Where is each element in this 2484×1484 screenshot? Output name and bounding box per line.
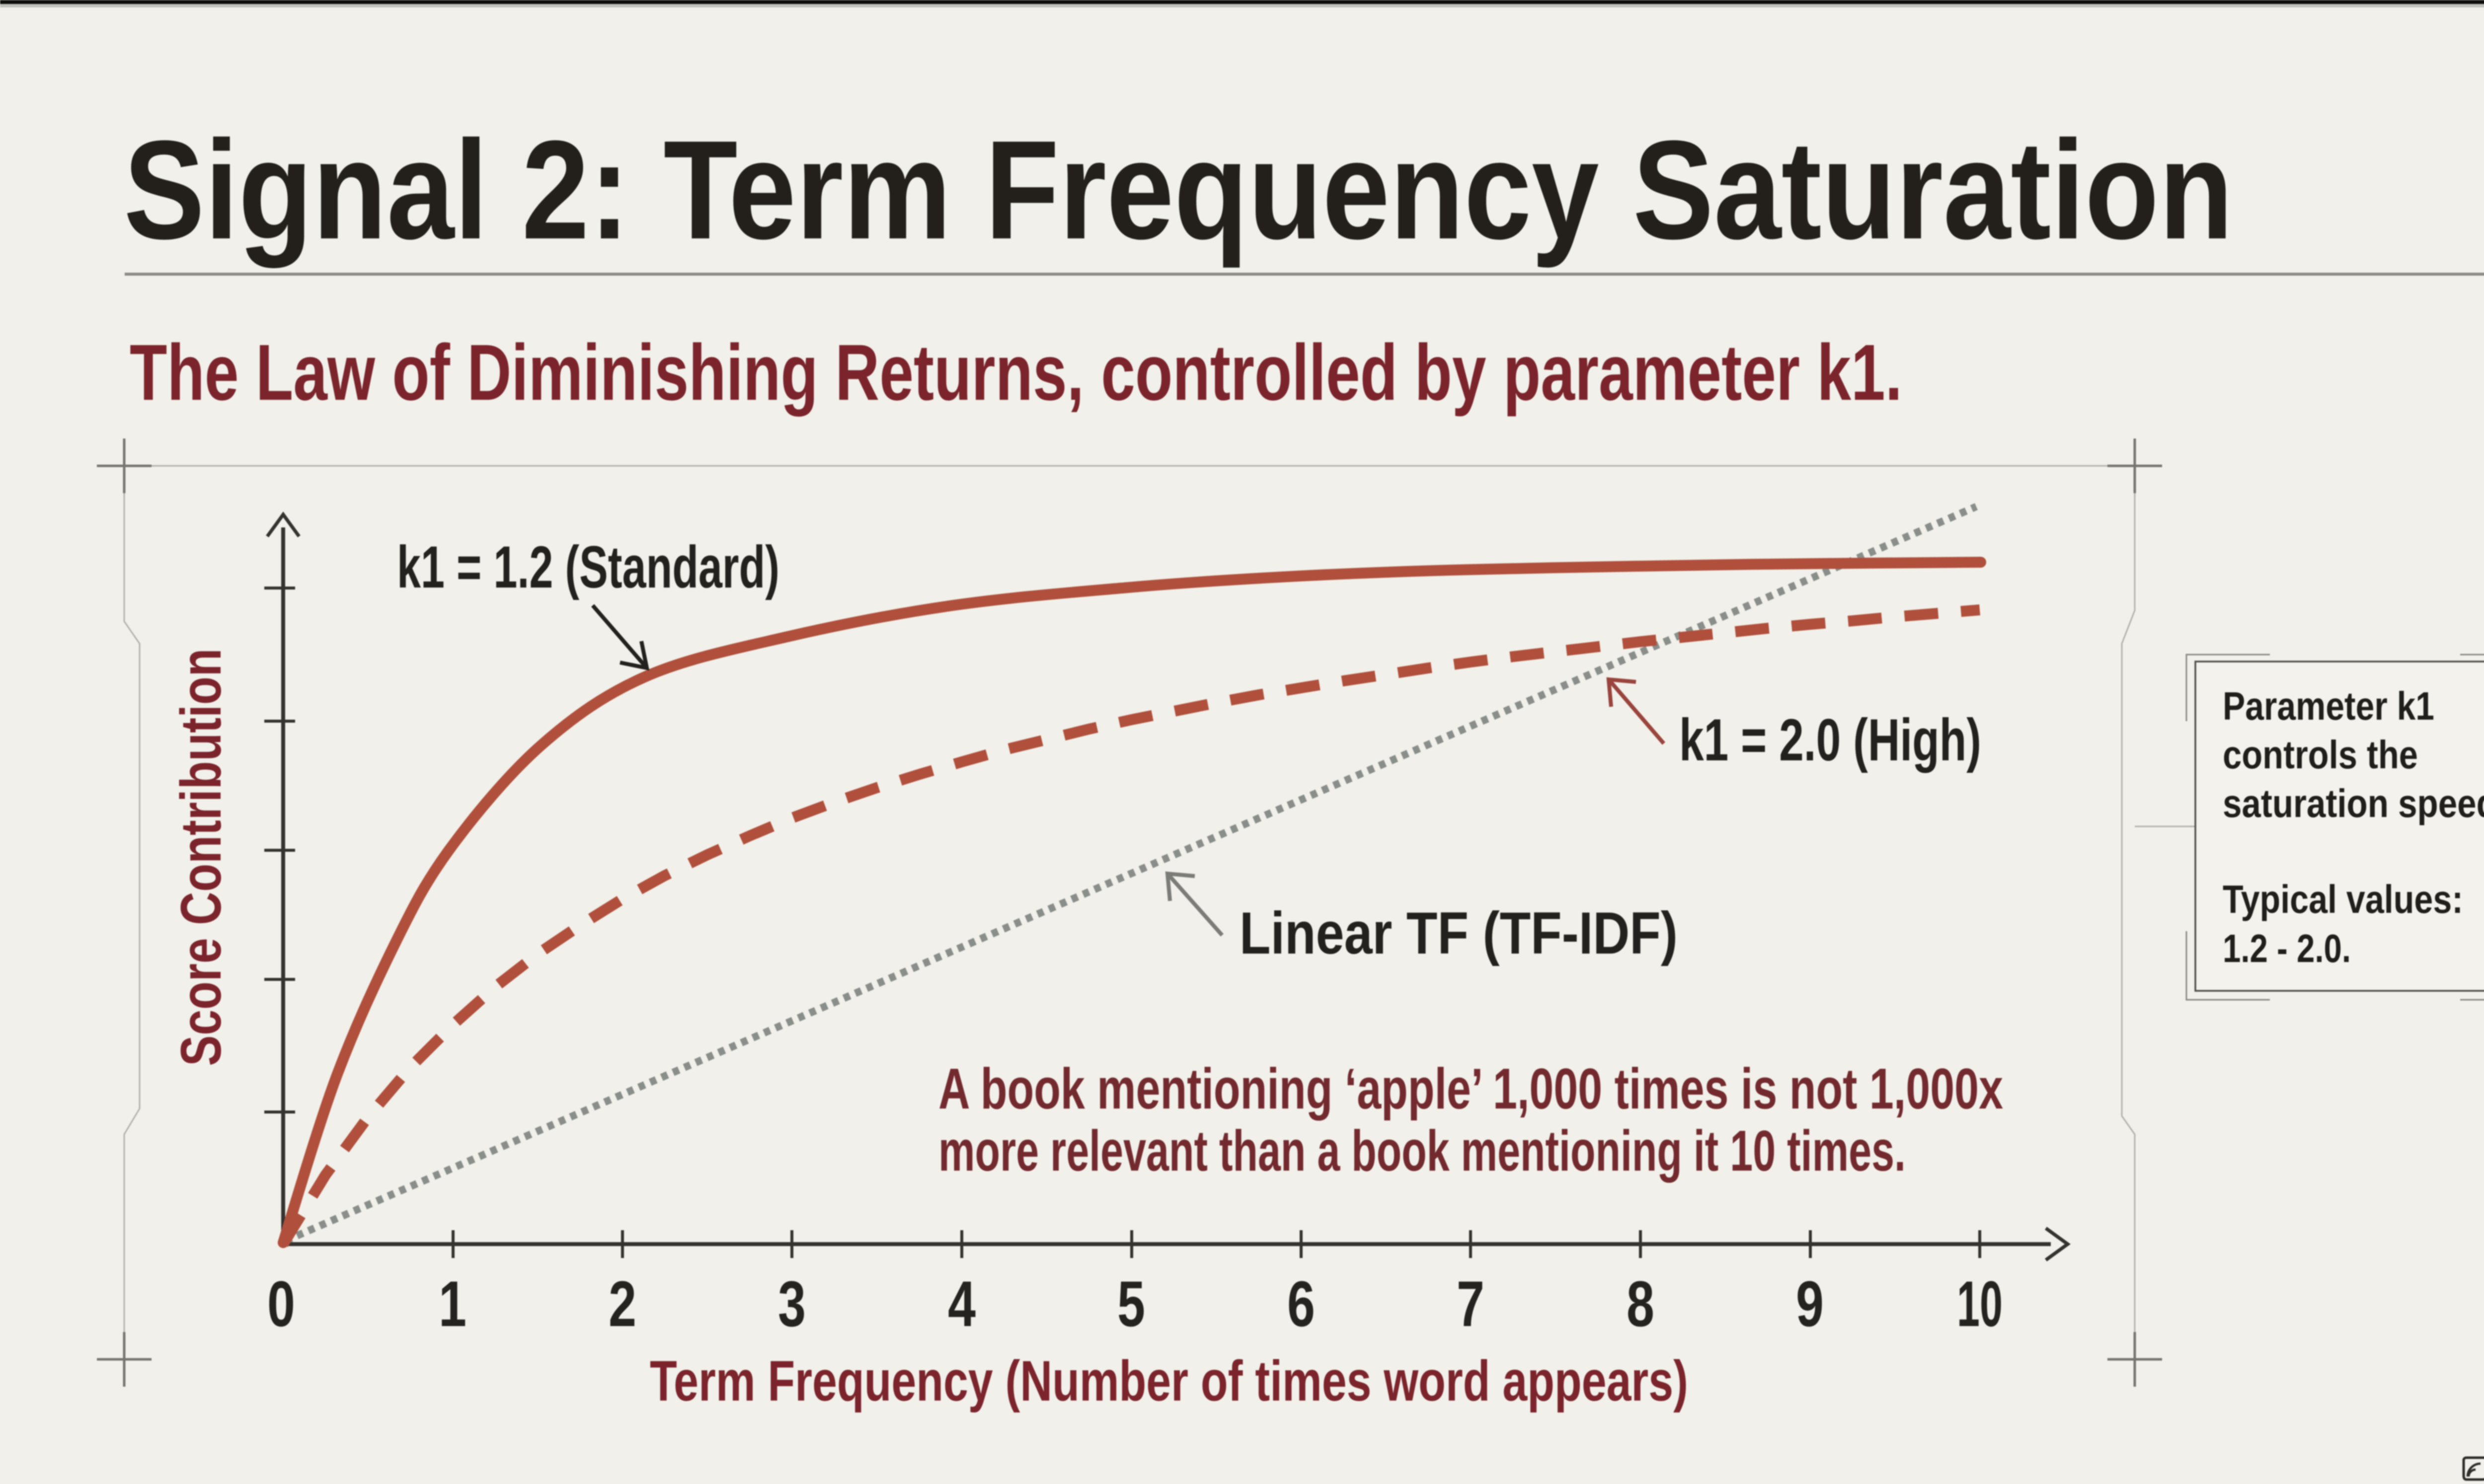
svg-text:Parameter k1: Parameter k1: [2223, 684, 2434, 728]
svg-text:2: 2: [609, 1267, 636, 1340]
svg-text:4: 4: [948, 1267, 976, 1340]
svg-text:0: 0: [267, 1267, 295, 1340]
svg-text:controls the: controls the: [2223, 733, 2418, 777]
svg-text:A book mentioning ‘apple’ 1,00: A book mentioning ‘apple’ 1,000 times is…: [938, 1056, 2003, 1121]
svg-text:6: 6: [1287, 1267, 1315, 1340]
svg-text:The Law of Diminishing Returns: The Law of Diminishing Returns, controll…: [130, 328, 1902, 417]
svg-text:8: 8: [1627, 1267, 1654, 1340]
svg-text:10: 10: [1957, 1267, 2003, 1340]
svg-text:1.2 - 2.0.: 1.2 - 2.0.: [2223, 926, 2351, 970]
svg-text:more relevant than a book ment: more relevant than a book mentioning it …: [938, 1118, 1906, 1183]
svg-text:k1 = 2.0 (High): k1 = 2.0 (High): [1679, 707, 1981, 773]
svg-text:9: 9: [1796, 1267, 1824, 1340]
svg-text:Score Contribution: Score Contribution: [169, 649, 233, 1066]
svg-text:Typical values:: Typical values:: [2223, 877, 2463, 921]
svg-text:Signal 2: Term Frequency Satur: Signal 2: Term Frequency Saturation: [124, 111, 2233, 269]
svg-text:3: 3: [778, 1267, 806, 1340]
svg-text:5: 5: [1117, 1267, 1145, 1340]
svg-text:1: 1: [439, 1267, 466, 1340]
svg-text:7: 7: [1457, 1267, 1484, 1340]
svg-text:Term Frequency (Number of time: Term Frequency (Number of times word app…: [650, 1349, 1688, 1413]
svg-text:k1 = 1.2 (Standard): k1 = 1.2 (Standard): [397, 534, 779, 600]
svg-text:saturation speed.: saturation speed.: [2223, 781, 2484, 825]
svg-text:Linear TF (TF-IDF): Linear TF (TF-IDF): [1240, 900, 1678, 966]
